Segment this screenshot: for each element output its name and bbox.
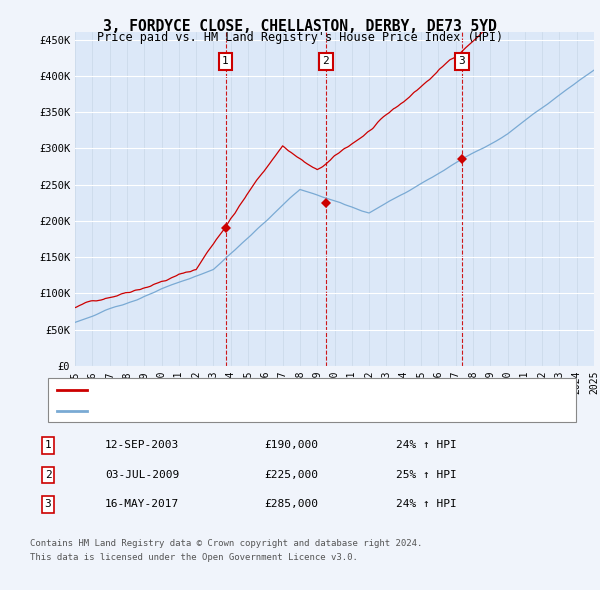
Text: 1: 1 xyxy=(222,57,229,67)
Text: 03-JUL-2009: 03-JUL-2009 xyxy=(105,470,179,480)
Text: This data is licensed under the Open Government Licence v3.0.: This data is licensed under the Open Gov… xyxy=(30,553,358,562)
Text: £190,000: £190,000 xyxy=(264,441,318,450)
Text: Price paid vs. HM Land Registry's House Price Index (HPI): Price paid vs. HM Land Registry's House … xyxy=(97,31,503,44)
Text: 16-MAY-2017: 16-MAY-2017 xyxy=(105,500,179,509)
Text: 12-SEP-2003: 12-SEP-2003 xyxy=(105,441,179,450)
Text: HPI: Average price, detached house, City of Derby: HPI: Average price, detached house, City… xyxy=(93,406,399,416)
Text: 25% ↑ HPI: 25% ↑ HPI xyxy=(396,470,457,480)
Text: 1: 1 xyxy=(44,441,52,450)
Text: Contains HM Land Registry data © Crown copyright and database right 2024.: Contains HM Land Registry data © Crown c… xyxy=(30,539,422,548)
Text: 3: 3 xyxy=(458,57,466,67)
Text: 3, FORDYCE CLOSE, CHELLASTON, DERBY, DE73 5YD (detached house): 3, FORDYCE CLOSE, CHELLASTON, DERBY, DE7… xyxy=(93,385,481,395)
Text: 3, FORDYCE CLOSE, CHELLASTON, DERBY, DE73 5YD: 3, FORDYCE CLOSE, CHELLASTON, DERBY, DE7… xyxy=(103,19,497,34)
Text: 2: 2 xyxy=(44,470,52,480)
Text: 3: 3 xyxy=(44,500,52,509)
Text: 2: 2 xyxy=(322,57,329,67)
Text: £285,000: £285,000 xyxy=(264,500,318,509)
Text: 24% ↑ HPI: 24% ↑ HPI xyxy=(396,500,457,509)
Text: £225,000: £225,000 xyxy=(264,470,318,480)
Text: 24% ↑ HPI: 24% ↑ HPI xyxy=(396,441,457,450)
